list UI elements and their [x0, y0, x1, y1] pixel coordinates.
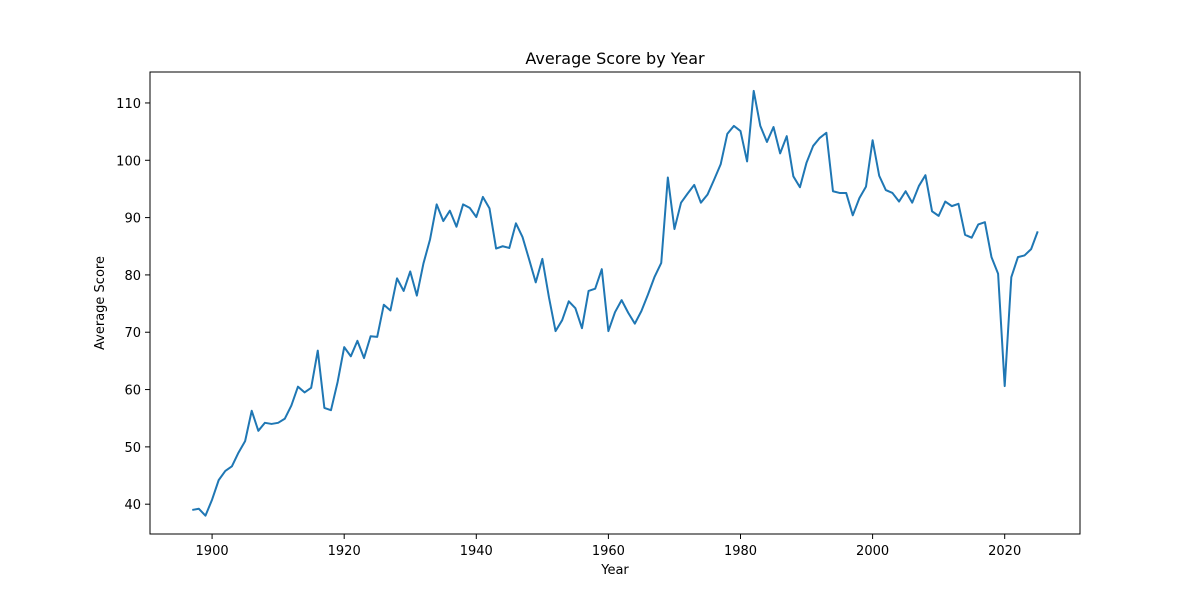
x-tick-label: 1920 — [328, 544, 361, 559]
x-tick-label: 2000 — [856, 544, 889, 559]
y-tick-label: 90 — [124, 212, 141, 227]
y-axis-label: Average Score — [93, 256, 108, 350]
x-axis-label: Year — [600, 563, 629, 578]
y-tick-label: 60 — [124, 384, 141, 399]
y-tick-label: 70 — [124, 326, 141, 341]
y-tick-label: 100 — [116, 154, 141, 169]
x-tick-label: 1960 — [592, 544, 625, 559]
y-tick-label: 110 — [116, 97, 141, 112]
chart-title: Average Score by Year — [525, 49, 705, 68]
y-tick-label: 50 — [124, 441, 141, 456]
x-tick-label: 1900 — [196, 544, 229, 559]
y-tick-label: 80 — [124, 269, 141, 284]
x-axis-ticks: 1900 1920 1940 1960 1980 2000 2020 — [196, 534, 1021, 559]
series-line — [192, 89, 1039, 517]
plot-frame — [149, 71, 1081, 535]
y-axis-ticks: 40 50 60 70 80 90 100 110 — [116, 97, 150, 513]
x-tick-label: 1940 — [460, 544, 493, 559]
x-tick-label: 2020 — [988, 544, 1021, 559]
x-tick-label: 1980 — [724, 544, 757, 559]
y-tick-label: 40 — [124, 498, 141, 513]
